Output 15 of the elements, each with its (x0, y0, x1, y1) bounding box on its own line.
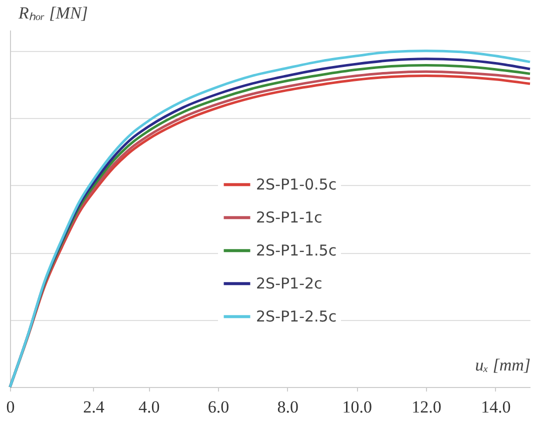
legend-label: 2S-P1-2.5c (256, 308, 337, 326)
legend-label: 2S-P1-1.5c (256, 242, 337, 260)
x-tick-label: 8.0 (277, 398, 298, 416)
x-axis-title: uₓ [mm] (475, 356, 530, 374)
legend-label: 2S-P1-0.5c (256, 176, 337, 194)
y-axis-title: Rₕₒᵣ [MN] (18, 4, 88, 22)
x-tick-label: 14.0 (480, 398, 511, 416)
x-tick-label: 12.0 (412, 398, 442, 416)
x-tick-label: 6.0 (208, 398, 230, 416)
x-tick-label: 0 (6, 398, 15, 416)
legend-label: 2S-P1-1c (256, 208, 322, 227)
x-tick-label: 10.0 (342, 398, 372, 416)
legend-label: 2S-P1-2c (256, 274, 322, 293)
x-tick-label: 4.0 (138, 398, 160, 416)
x-tick-label: 2.4 (83, 398, 105, 416)
